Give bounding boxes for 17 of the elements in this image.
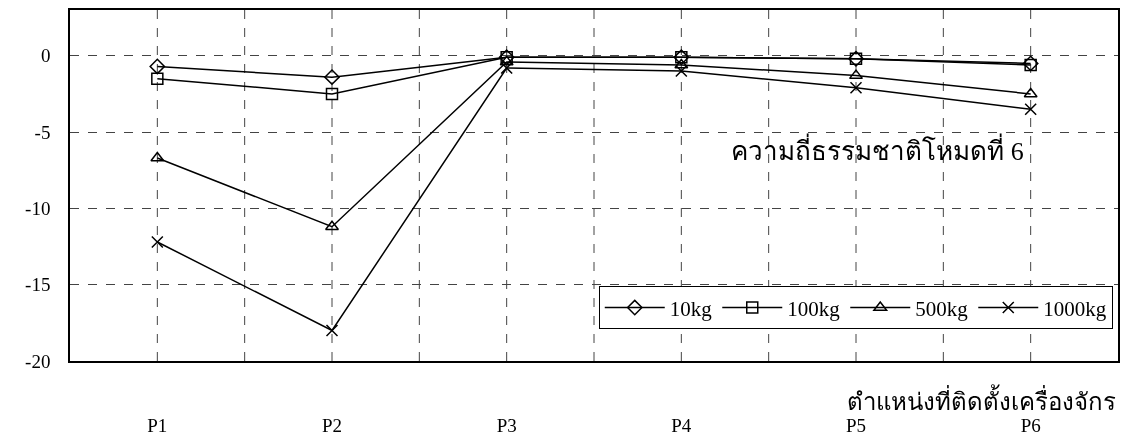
- x-axis-title: ตำแหน่งที่ติดตั้งเครื่องจักร: [847, 384, 1116, 415]
- y-tick-label: -15: [25, 274, 51, 296]
- x-tick-label: P2: [321, 414, 343, 436]
- y-tick-label: -20: [25, 350, 51, 372]
- x-tick-label: P4: [671, 414, 692, 436]
- x-tick-label: P3: [496, 414, 517, 436]
- x-tick-label: P5: [845, 414, 867, 436]
- y-tick-label: -5: [34, 121, 51, 143]
- legend-label: 500kg: [915, 296, 969, 321]
- y-tick-label: 0: [40, 45, 51, 67]
- legend-label: 1000kg: [1043, 296, 1107, 321]
- x-tick-label: P1: [147, 414, 168, 436]
- text: ความถี่ธรรมชาติโหมดที่ 6: [731, 132, 1024, 166]
- y-tick-label: -10: [25, 198, 51, 220]
- x-tick-label: P6: [1020, 414, 1041, 436]
- legend-label: 10kg: [669, 296, 713, 321]
- legend-label: 100kg: [787, 296, 841, 321]
